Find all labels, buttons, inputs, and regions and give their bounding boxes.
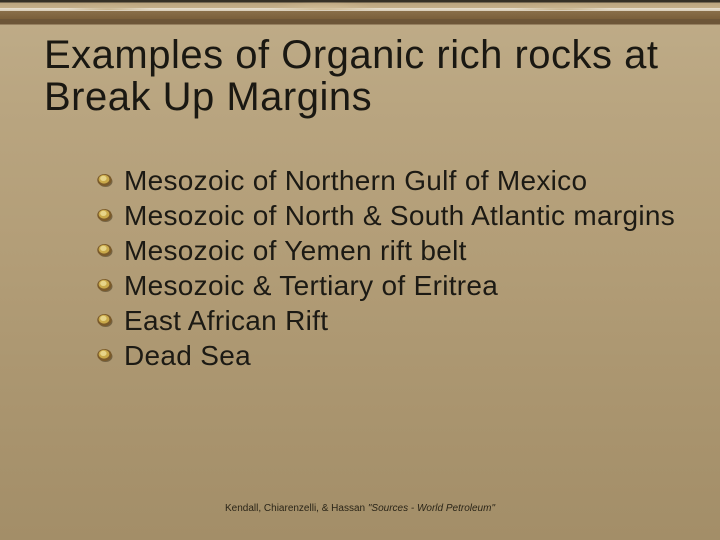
bullet-list: Mesozoic of Northern Gulf of Mexico Meso…	[96, 164, 680, 374]
footer-citation: Kendall, Chiarenzelli, & Hassan "Sources…	[0, 503, 720, 514]
slide-title: Examples of Organic rich rocks at Break …	[44, 34, 690, 118]
swirl-bullet-icon	[96, 241, 114, 259]
swirl-bullet-icon	[96, 311, 114, 329]
swirl-bullet-icon	[96, 276, 114, 294]
slide: Examples of Organic rich rocks at Break …	[0, 0, 720, 540]
swirl-bullet-icon	[96, 171, 114, 189]
list-item: Mesozoic & Tertiary of Eritrea	[96, 269, 680, 302]
list-item: Mesozoic of North & South Atlantic margi…	[96, 199, 680, 232]
footer-work: "Sources - World Petroleum"	[368, 503, 495, 514]
list-item-text: Mesozoic & Tertiary of Eritrea	[124, 269, 498, 302]
list-item: Mesozoic of Yemen rift belt	[96, 234, 680, 267]
top-ridge-decoration	[0, 0, 720, 26]
list-item: Mesozoic of Northern Gulf of Mexico	[96, 164, 680, 197]
list-item-text: Mesozoic of Northern Gulf of Mexico	[124, 164, 587, 197]
list-item-text: Mesozoic of Yemen rift belt	[124, 234, 467, 267]
swirl-bullet-icon	[96, 346, 114, 364]
list-item-text: East African Rift	[124, 304, 328, 337]
list-item-text: Mesozoic of North & South Atlantic margi…	[124, 199, 675, 232]
list-item: Dead Sea	[96, 339, 680, 372]
list-item-text: Dead Sea	[124, 339, 251, 372]
footer-names: Kendall, Chiarenzelli, & Hassan	[225, 503, 368, 514]
swirl-bullet-icon	[96, 206, 114, 224]
list-item: East African Rift	[96, 304, 680, 337]
